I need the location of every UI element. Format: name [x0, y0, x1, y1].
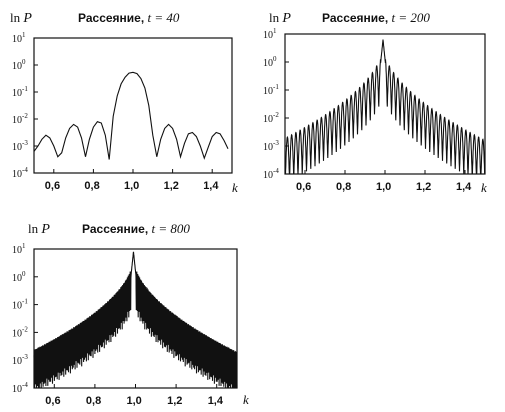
series-group: [284, 39, 486, 175]
chart-svg-t800: ln P Рассеяние, t = 800 10110010-110-210…: [12, 221, 249, 407]
y-tick-label: 10-1: [12, 298, 28, 312]
x-tick-label: 1,2: [416, 181, 431, 193]
y-tick-label: 10-1: [12, 85, 28, 99]
y-tick-label: 101: [12, 242, 26, 256]
y-tick-label: 10-1: [263, 83, 279, 97]
x-tick-label: 0,8: [84, 180, 99, 192]
x-axis-ticks: 0,6 0,8 1,0 1,2 1,4: [45, 169, 219, 192]
y-tick-label: 10-2: [12, 112, 28, 126]
y-tick-label: 10-4: [263, 167, 279, 181]
x-axis-label: k: [481, 180, 487, 195]
y-tick-label: 10-2: [263, 111, 279, 125]
x-tick-label: 0,6: [45, 180, 60, 192]
y-tick-label: 100: [263, 55, 277, 69]
y-axis-ticks: 101 100 10-1 10-2 10-3 10-4: [12, 242, 38, 395]
x-tick-label: 1,0: [124, 180, 139, 192]
y-tick-label: 10-4: [12, 166, 28, 180]
y-axis-label: ln P: [269, 10, 291, 26]
chart-panel-t40: ln P Рассеяние, t = 40 101 100 10-1 10-2 10-…: [0, 0, 250, 200]
x-tick-label: 0,8: [86, 395, 101, 407]
x-axis-ticks: 0,6 0,8 1,0 1,2 1,4: [296, 170, 472, 193]
x-tick-label: 1,2: [167, 395, 182, 407]
series-group: [33, 251, 238, 389]
y-tick-label: 100: [12, 58, 26, 72]
x-tick-label: 1,4: [208, 395, 224, 407]
x-tick-label: 1,0: [376, 181, 391, 193]
y-tick-label: 100: [12, 270, 26, 284]
y-tick-label: 10-3: [12, 353, 28, 367]
y-tick-label: 101: [263, 27, 277, 41]
y-tick-label: 10-3: [263, 139, 279, 153]
chart-svg-t200: ln P Рассеяние, t = 200 10110010-110-210…: [263, 10, 487, 195]
chart-title: Рассеяние, t = 800: [82, 221, 190, 236]
x-tick-label: 0,8: [336, 181, 351, 193]
x-axis-label: k: [243, 392, 249, 407]
x-axis-label: k: [232, 180, 238, 195]
chart-panel-t800: ln P Рассеяние, t = 800 101 100 10-1 10-2 10…: [0, 205, 250, 408]
y-tick-label: 10-4: [12, 381, 28, 395]
chart-panel-t200: ln P Рассеяние, t = 200 101 100 10-1 10-2 10…: [255, 0, 505, 200]
chart-title: Рассеяние, t = 40: [78, 10, 180, 25]
chart-svg-t40: ln P Рассеяние, t = 40 101 100 10-1 10-2 10-…: [10, 10, 238, 195]
y-tick-label: 10-2: [12, 325, 28, 339]
x-tick-label: 0,6: [45, 395, 60, 407]
x-tick-label: 1,0: [127, 395, 142, 407]
data-series-line: [33, 71, 229, 160]
x-axis-ticks: 0,6 0,8 1,0 1,2 1,4: [45, 384, 224, 407]
y-axis-label: ln P: [28, 221, 50, 237]
x-tick-label: 1,4: [203, 180, 219, 192]
data-series-line: [33, 251, 238, 389]
y-tick-label: 101: [12, 31, 26, 45]
chart-title: Рассеяние, t = 200: [322, 10, 430, 25]
x-tick-label: 1,4: [456, 181, 472, 193]
y-axis-label: ln P: [10, 10, 32, 26]
x-tick-label: 0,6: [296, 181, 311, 193]
y-axis-ticks: 101 100 10-1 10-2 10-3 10-4: [263, 27, 289, 181]
y-tick-label: 10-3: [12, 139, 28, 153]
x-tick-label: 1,2: [164, 180, 179, 192]
data-series-line: [284, 39, 486, 175]
y-axis-ticks: 101 100 10-1 10-2 10-3 10-4: [12, 31, 38, 180]
series-group: [33, 71, 229, 160]
